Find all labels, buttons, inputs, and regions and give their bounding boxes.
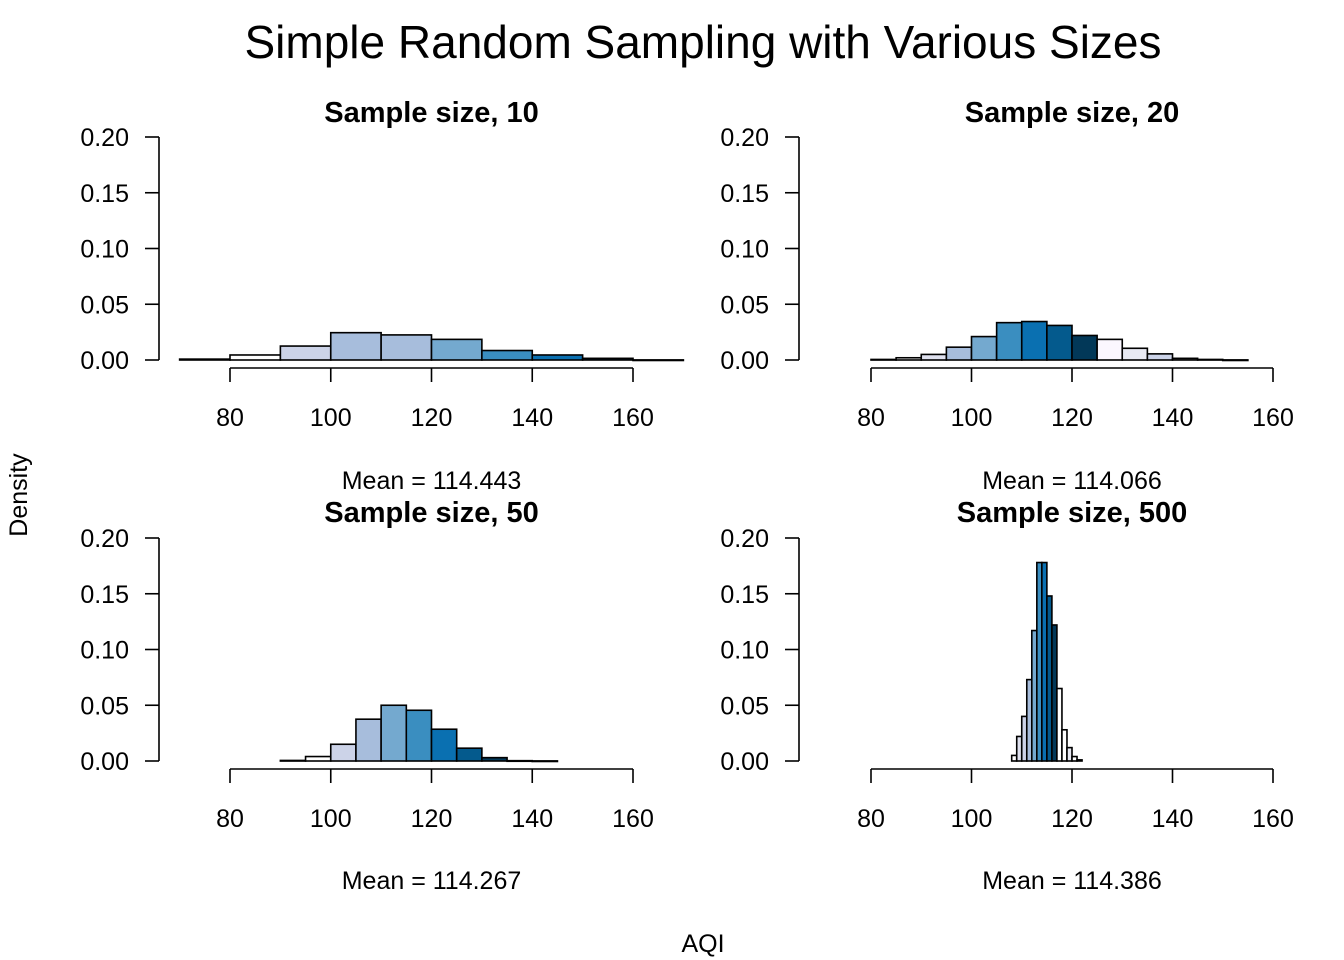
histogram-bar — [481, 349, 534, 361]
histogram-bar — [1056, 687, 1063, 762]
x-tick-label: 80 — [216, 805, 244, 833]
histogram-bar — [506, 759, 534, 763]
y-tick-label: 0.15 — [80, 180, 129, 208]
mean-label: Mean = 114.267 — [342, 867, 522, 895]
histogram-panel-1: Sample size, 10 0.00 0.05 0.10 0.15 0.20 80 100… — [80, 97, 685, 495]
x-tick-label: 160 — [612, 805, 654, 833]
y-tick-label: 0.20 — [80, 525, 129, 553]
mean-label: Mean = 114.443 — [342, 467, 522, 495]
x-tick-label: 100 — [310, 404, 352, 432]
mean-label: Mean = 114.066 — [982, 467, 1162, 495]
histogram-bar — [1121, 347, 1149, 361]
histogram-panel-4: Sample size, 500 0.00 0.05 0.10 0.15 0.20 80 10… — [720, 497, 1294, 895]
histogram-bar — [1046, 324, 1073, 361]
y-tick-label: 0.15 — [80, 581, 129, 609]
y-tick-label: 0.00 — [80, 347, 129, 375]
panel-title: Sample size, 500 — [957, 497, 1188, 529]
y-tick-label: 0.00 — [80, 748, 129, 776]
histogram-bar — [870, 358, 897, 361]
histogram-bar — [1096, 338, 1124, 361]
y-tick-label: 0.20 — [720, 525, 769, 553]
x-tick-label: 140 — [1152, 805, 1194, 833]
y-tick-label: 0.10 — [80, 637, 129, 665]
histogram-panel-3: Sample size, 50 0.00 0.05 0.10 0.15 0.20 80 100… — [80, 497, 654, 895]
x-tick-label: 120 — [1051, 805, 1093, 833]
y-tick-label: 0.10 — [720, 637, 769, 665]
panel-title: Sample size, 50 — [324, 497, 538, 529]
histogram-bar — [279, 759, 307, 762]
x-tick-label: 100 — [951, 805, 993, 833]
histogram-bar — [380, 334, 433, 361]
x-tick-label: 160 — [1252, 805, 1294, 833]
mean-label: Mean = 114.386 — [982, 867, 1162, 895]
x-tick-label: 140 — [511, 404, 553, 432]
y-tick-label: 0.05 — [80, 692, 129, 720]
x-tick-label: 160 — [612, 404, 654, 432]
y-tick-label: 0.00 — [720, 347, 769, 375]
histogram-bar — [1146, 353, 1174, 361]
histogram-bar — [355, 718, 382, 762]
x-tick-label: 100 — [951, 404, 993, 432]
x-axis-title: AQI — [681, 930, 724, 958]
histogram-bar — [970, 335, 998, 361]
x-tick-label: 80 — [216, 404, 244, 432]
histogram-bar — [279, 345, 332, 361]
histogram-bar — [1196, 358, 1224, 361]
histogram-bar — [430, 728, 458, 762]
histogram-bar — [1076, 759, 1083, 762]
y-tick-label: 0.00 — [720, 748, 769, 776]
histogram-bar — [178, 358, 231, 361]
y-tick-label: 0.05 — [80, 291, 129, 319]
main-title: Simple Random Sampling with Various Size… — [245, 16, 1162, 68]
histogram-bar — [380, 704, 408, 762]
histogram-bar — [329, 331, 382, 361]
histogram-bar — [1221, 359, 1249, 362]
histogram-bar — [531, 760, 559, 763]
y-tick-label: 0.15 — [720, 581, 769, 609]
x-tick-label: 140 — [1152, 404, 1194, 432]
y-axis-title: Density — [5, 453, 33, 537]
histogram-bar — [405, 709, 433, 762]
histogram-bar — [920, 353, 948, 361]
histogram-bar — [430, 338, 483, 361]
histogram-bar — [1071, 755, 1078, 762]
x-tick-label: 160 — [1252, 404, 1294, 432]
histogram-bar — [581, 357, 634, 361]
panels: Sample size, 10 0.00 0.05 0.10 0.15 0.20 80 100… — [80, 97, 1294, 895]
histogram-bar — [995, 321, 1023, 361]
y-tick-label: 0.20 — [80, 124, 129, 152]
histogram-bar — [1061, 728, 1068, 762]
histogram-bar — [895, 356, 923, 361]
histogram-bar — [1066, 746, 1073, 762]
histogram-bar — [481, 756, 508, 762]
y-tick-label: 0.05 — [720, 291, 769, 319]
x-tick-label: 80 — [857, 404, 885, 432]
histogram-bar — [632, 359, 685, 362]
x-tick-label: 120 — [411, 805, 453, 833]
x-tick-label: 120 — [1051, 404, 1093, 432]
histogram-bar — [229, 354, 282, 361]
histogram-bar — [1071, 334, 1098, 361]
histogram-bar — [329, 743, 357, 762]
x-tick-label: 100 — [310, 805, 352, 833]
y-tick-label: 0.10 — [80, 236, 129, 264]
panel-title: Sample size, 10 — [324, 97, 538, 129]
y-tick-label: 0.15 — [720, 180, 769, 208]
histogram-bar — [1020, 320, 1048, 361]
x-tick-label: 140 — [511, 805, 553, 833]
histogram-bar — [455, 747, 483, 762]
y-tick-label: 0.20 — [720, 124, 769, 152]
x-tick-label: 120 — [411, 404, 453, 432]
panel-title: Sample size, 20 — [965, 97, 1179, 129]
histogram-bar — [304, 755, 332, 762]
y-tick-label: 0.10 — [720, 236, 769, 264]
histogram-bar — [1171, 357, 1199, 361]
y-tick-label: 0.05 — [720, 692, 769, 720]
histogram-bar — [531, 354, 584, 361]
x-tick-label: 80 — [857, 805, 885, 833]
histogram-bar — [945, 346, 973, 361]
histogram-panel-2: Sample size, 20 0.00 0.05 0.10 0.15 0.20 80 100… — [720, 97, 1294, 495]
